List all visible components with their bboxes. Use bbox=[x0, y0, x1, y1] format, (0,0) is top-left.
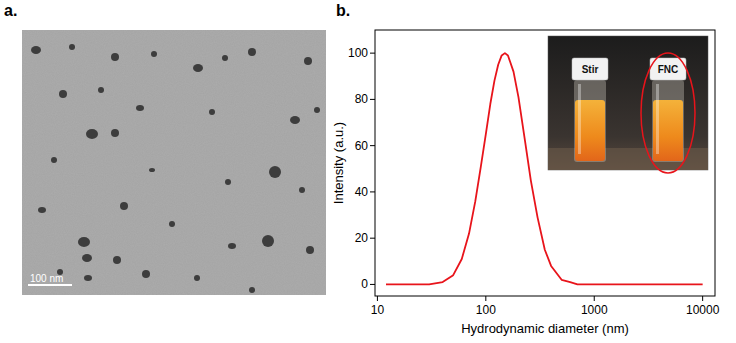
x-tick bbox=[702, 296, 703, 301]
vial-glass bbox=[652, 80, 684, 162]
nanoparticle bbox=[120, 202, 128, 210]
chart: 10 100 1000 10000 0 20 40 60 80 100 Hydrodynamic d… bbox=[331, 30, 720, 336]
vial-highlight bbox=[578, 84, 581, 154]
vial-highlight bbox=[656, 84, 659, 154]
y-tick-label: 20 bbox=[355, 231, 369, 245]
nanoparticle bbox=[169, 221, 175, 227]
nanoparticle bbox=[304, 57, 312, 65]
nanoparticle bbox=[262, 235, 274, 247]
nanoparticle bbox=[82, 254, 92, 262]
y-tick-label: 80 bbox=[355, 92, 369, 106]
x-axis-title: Hydrodynamic diameter (nm) bbox=[461, 321, 629, 336]
x-tick-label: 10000 bbox=[686, 303, 720, 317]
panel-label: b. bbox=[336, 2, 350, 19]
y-tick bbox=[370, 238, 375, 239]
nanoparticle bbox=[149, 168, 155, 172]
nanoparticle bbox=[314, 107, 320, 113]
vial-glass bbox=[574, 80, 606, 162]
y-axis-title: Intensity (a.u.) bbox=[331, 122, 346, 204]
y-tick bbox=[370, 99, 375, 100]
panel-label: a. bbox=[4, 2, 17, 19]
tem-image: 100 nm bbox=[22, 30, 326, 295]
x-tick bbox=[377, 296, 378, 301]
nanoparticle bbox=[194, 275, 200, 281]
nanoparticle bbox=[222, 55, 228, 61]
y-tick bbox=[370, 284, 375, 285]
y-tick bbox=[370, 191, 375, 192]
nanoparticle bbox=[290, 116, 300, 124]
inset-photo: Stir FNC bbox=[548, 36, 708, 170]
x-tick-label: 1000 bbox=[581, 303, 608, 317]
nanoparticle bbox=[228, 243, 236, 249]
nanoparticle bbox=[151, 51, 157, 57]
nanoparticle bbox=[136, 105, 144, 111]
nanoparticle bbox=[84, 275, 92, 281]
y-tick-label: 100 bbox=[348, 46, 368, 60]
nanoparticle bbox=[51, 157, 57, 163]
highlight-ellipse bbox=[641, 53, 695, 173]
vial-label: FNC bbox=[658, 64, 679, 75]
tem-texture bbox=[22, 30, 326, 295]
nanoparticle bbox=[98, 87, 104, 93]
nanoparticle bbox=[111, 129, 119, 137]
nanoparticle bbox=[59, 90, 67, 98]
y-tick bbox=[370, 145, 375, 146]
scale-bar bbox=[28, 284, 72, 286]
nanoparticle bbox=[225, 179, 231, 185]
tem-background bbox=[22, 30, 326, 295]
nanoparticle bbox=[31, 46, 41, 54]
inset-background bbox=[548, 36, 708, 170]
y-tick-label: 0 bbox=[361, 277, 368, 291]
nanoparticle bbox=[78, 237, 90, 247]
nanoparticle bbox=[142, 270, 150, 278]
nanoparticle bbox=[193, 64, 203, 72]
vial-cap bbox=[572, 58, 608, 80]
y-tick bbox=[370, 53, 375, 54]
nanoparticle bbox=[306, 246, 314, 254]
nanoparticle bbox=[69, 44, 75, 50]
plot-frame bbox=[375, 30, 715, 296]
nanoparticle bbox=[111, 53, 119, 61]
nanoparticle bbox=[38, 207, 46, 213]
nanoparticle bbox=[209, 109, 215, 115]
nanoparticle bbox=[269, 166, 281, 178]
figure: 100 nm a. b. 10 100 1000 10000 0 20 40 60 80 100 Hydr… bbox=[0, 0, 736, 343]
y-tick-label: 60 bbox=[355, 139, 369, 153]
nanoparticle bbox=[249, 287, 255, 293]
vial-cap bbox=[650, 58, 686, 80]
nanoparticle bbox=[248, 48, 256, 56]
x-tick-label: 10 bbox=[371, 303, 385, 317]
scale-bar-label: 100 nm bbox=[30, 273, 63, 284]
x-tick-label: 100 bbox=[476, 303, 496, 317]
nanoparticle bbox=[299, 187, 305, 193]
x-tick bbox=[485, 296, 486, 301]
x-tick bbox=[594, 296, 595, 301]
y-tick-label: 40 bbox=[355, 185, 369, 199]
vial-label: Stir bbox=[582, 64, 599, 75]
nanoparticle bbox=[86, 129, 98, 139]
nanoparticle bbox=[113, 256, 121, 264]
